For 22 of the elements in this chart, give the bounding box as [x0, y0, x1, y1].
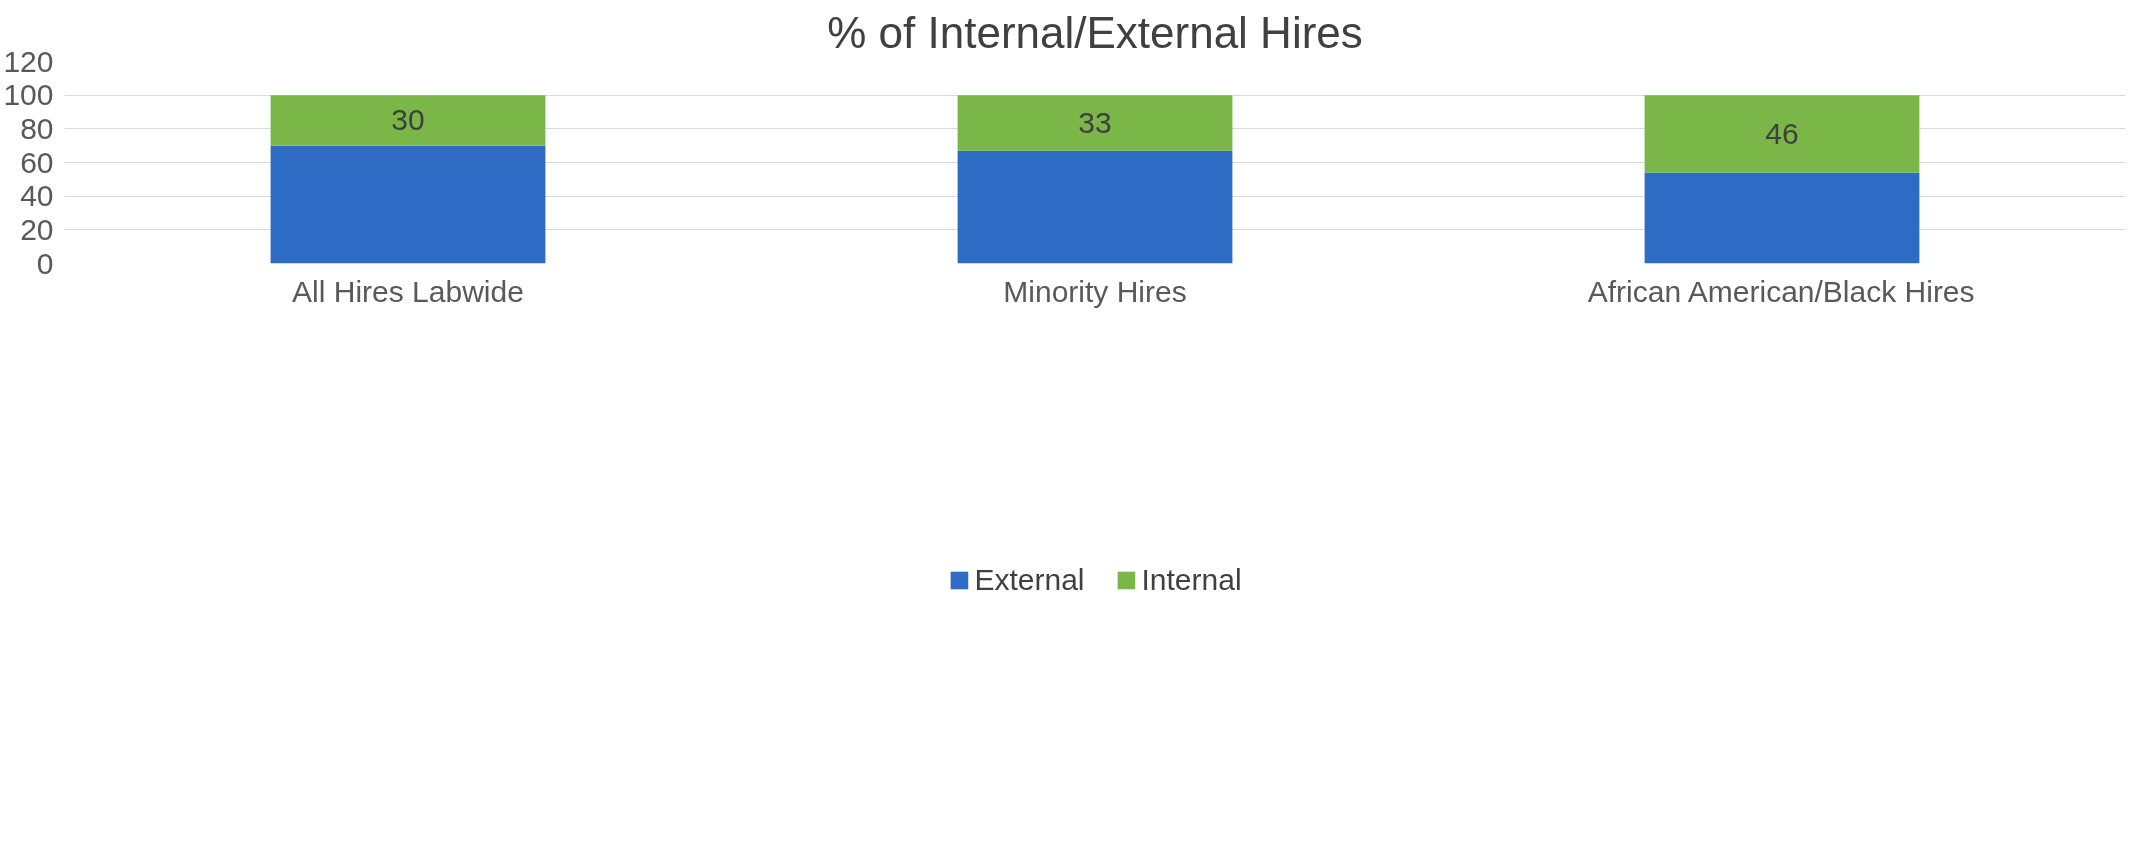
- y-tick-label: 40: [20, 179, 54, 213]
- y-tick-label: 120: [3, 44, 54, 78]
- bar: [270, 95, 546, 146]
- x-tick-label: All Hires Labwide: [292, 274, 524, 308]
- data-label: 33: [1078, 105, 1112, 139]
- bar: [957, 150, 1233, 264]
- y-tick-label: 0: [36, 246, 54, 280]
- y-tick-label: 60: [20, 145, 54, 179]
- y-tick-label: 80: [20, 111, 54, 145]
- y-tick-label: 20: [20, 212, 54, 246]
- legend-label: External: [974, 563, 1085, 597]
- data-label: 30: [391, 103, 425, 137]
- bar: [1644, 172, 1920, 264]
- bar: [270, 145, 546, 264]
- x-tick-label: Minority Hires: [1003, 274, 1187, 308]
- y-tick-label: 100: [3, 78, 54, 112]
- chart-title: % of Internal/External Hires: [827, 7, 1363, 57]
- legend-label: Internal: [1141, 563, 1242, 597]
- bar: [1644, 95, 1920, 173]
- x-tick-label: African American/Black Hires: [1587, 274, 1975, 308]
- data-label: 46: [1765, 116, 1799, 150]
- bar: [957, 95, 1233, 151]
